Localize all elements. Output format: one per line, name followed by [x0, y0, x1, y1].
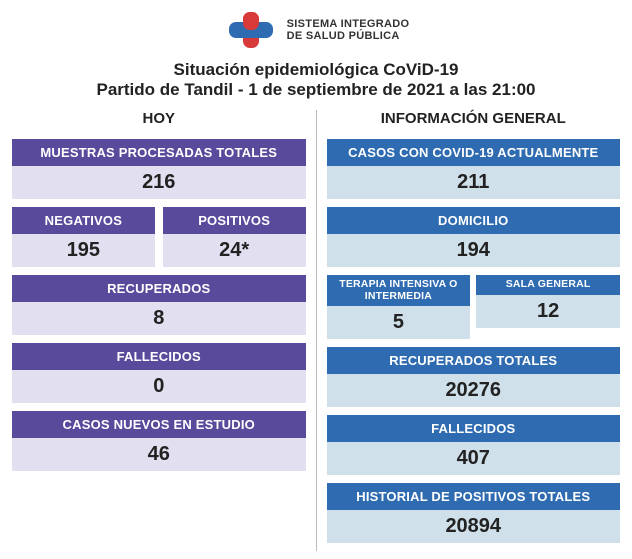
logo-text-line2: DE SALUD PÚBLICA	[287, 30, 410, 42]
column-today: HOY MUESTRAS PROCESADAS TOTALES 216 NEGA…	[12, 110, 317, 551]
columns: HOY MUESTRAS PROCESADAS TOTALES 216 NEGA…	[12, 110, 620, 551]
box-positivos: POSITIVOS 24*	[163, 207, 306, 267]
value-sala: 12	[476, 295, 620, 328]
label-terapia: TERAPIA INTENSIVA O INTERMEDIA	[327, 275, 471, 306]
logo-text-line1: SISTEMA INTEGRADO	[287, 18, 410, 30]
value-terapia: 5	[327, 306, 471, 339]
page-subtitle: Partido de Tandil - 1 de septiembre de 2…	[12, 80, 620, 100]
box-muestras: MUESTRAS PROCESADAS TOTALES 216	[12, 139, 306, 199]
dashboard: SISTEMA INTEGRADO DE SALUD PÚBLICA Situa…	[0, 0, 632, 559]
pair-terapia-sala: TERAPIA INTENSIVA O INTERMEDIA 5 SALA GE…	[327, 275, 621, 339]
logo-text: SISTEMA INTEGRADO DE SALUD PÚBLICA	[287, 18, 410, 42]
box-terapia: TERAPIA INTENSIVA O INTERMEDIA 5	[327, 275, 471, 339]
logo-row: SISTEMA INTEGRADO DE SALUD PÚBLICA	[12, 8, 620, 52]
box-recuperados-hoy: RECUPERADOS 8	[12, 275, 306, 335]
box-sala: SALA GENERAL 12	[476, 275, 620, 339]
value-casos-nuevos: 46	[12, 438, 306, 471]
label-casos-nuevos: CASOS NUEVOS EN ESTUDIO	[12, 411, 306, 438]
value-fallecidos-total: 407	[327, 442, 621, 475]
label-muestras: MUESTRAS PROCESADAS TOTALES	[12, 139, 306, 166]
box-historial: HISTORIAL DE POSITIVOS TOTALES 20894	[327, 483, 621, 543]
box-casos-nuevos: CASOS NUEVOS EN ESTUDIO 46	[12, 411, 306, 471]
value-positivos: 24*	[163, 234, 306, 267]
value-fallecidos-hoy: 0	[12, 370, 306, 403]
label-sala: SALA GENERAL	[476, 275, 620, 295]
label-domicilio: DOMICILIO	[327, 207, 621, 234]
column-general-header: INFORMACIÓN GENERAL	[327, 110, 621, 127]
value-negativos: 195	[12, 234, 155, 267]
column-general: INFORMACIÓN GENERAL CASOS CON COVID-19 A…	[317, 110, 621, 551]
page-title: Situación epidemiológica CoViD-19	[12, 60, 620, 80]
value-recuperados-totales: 20276	[327, 374, 621, 407]
value-recuperados-hoy: 8	[12, 302, 306, 335]
value-casos-actuales: 211	[327, 166, 621, 199]
label-historial: HISTORIAL DE POSITIVOS TOTALES	[327, 483, 621, 510]
label-recuperados-totales: RECUPERADOS TOTALES	[327, 347, 621, 374]
value-domicilio: 194	[327, 234, 621, 267]
column-today-header: HOY	[12, 110, 306, 127]
box-fallecidos-total: FALLECIDOS 407	[327, 415, 621, 475]
label-positivos: POSITIVOS	[163, 207, 306, 234]
box-casos-actuales: CASOS CON COVID-19 ACTUALMENTE 211	[327, 139, 621, 199]
box-fallecidos-hoy: FALLECIDOS 0	[12, 343, 306, 403]
label-fallecidos-total: FALLECIDOS	[327, 415, 621, 442]
box-recuperados-totales: RECUPERADOS TOTALES 20276	[327, 347, 621, 407]
box-negativos: NEGATIVOS 195	[12, 207, 155, 267]
label-casos-actuales: CASOS CON COVID-19 ACTUALMENTE	[327, 139, 621, 166]
label-negativos: NEGATIVOS	[12, 207, 155, 234]
label-fallecidos-hoy: FALLECIDOS	[12, 343, 306, 370]
pair-neg-pos: NEGATIVOS 195 POSITIVOS 24*	[12, 207, 306, 267]
medical-cross-icon	[223, 8, 279, 52]
label-recuperados-hoy: RECUPERADOS	[12, 275, 306, 302]
value-muestras: 216	[12, 166, 306, 199]
value-historial: 20894	[327, 510, 621, 543]
box-domicilio: DOMICILIO 194	[327, 207, 621, 267]
